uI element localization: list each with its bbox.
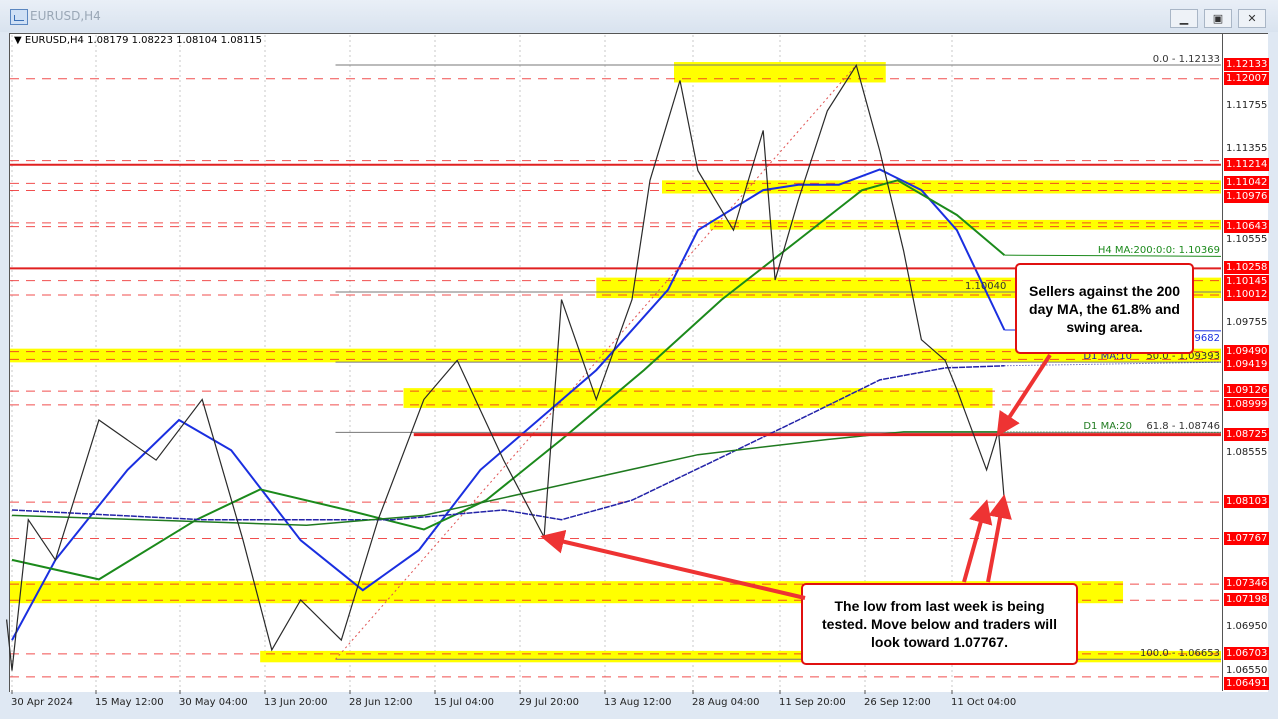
fibonacci-level-label: 0.0 - 1.12133: [1152, 54, 1220, 66]
price-axis-label: 1.09755: [1226, 316, 1268, 328]
level-price-tag: 1.11042: [1224, 176, 1270, 190]
time-axis-label: 11 Oct 04:00: [951, 697, 1017, 708]
ohlc-values: 1.08179 1.08223 1.08104 1.08115: [87, 35, 263, 46]
price-axis-label: 1.08555: [1226, 447, 1268, 459]
time-axis-label: 15 May 12:00: [95, 697, 164, 708]
price-axis-line: [1222, 33, 1223, 691]
level-price-tag: 1.06703: [1224, 646, 1270, 660]
time-axis-label: 29 Jul 20:00: [519, 697, 579, 708]
restore-button[interactable]: ▣: [1204, 9, 1232, 28]
price-axis-label: 1.11755: [1226, 100, 1268, 111]
support-resistance-zone: [403, 388, 993, 408]
level-price-tag: 1.10643: [1224, 219, 1270, 233]
moving-average-extension: [1004, 361, 1222, 367]
level-price-tag: 1.10976: [1224, 189, 1270, 203]
moving-average-line: [11, 179, 1006, 581]
symbol-label: EURUSD,H4: [24, 35, 84, 46]
moving-average-label: 1.09682: [1178, 332, 1220, 344]
moving-average-line: [11, 168, 1006, 641]
time-axis-label: 30 May 04:00: [179, 697, 248, 708]
level-price-tag: 1.10012: [1224, 288, 1270, 302]
time-axis-label: 13 Aug 12:00: [604, 697, 672, 708]
chart-window-icon: [10, 9, 28, 25]
window-titlebar: EURUSD,H4 ▁ ▣ ✕: [0, 0, 1278, 32]
support-resistance-zone: [10, 348, 1221, 363]
support-resistance-zone: [709, 219, 1221, 230]
chart-header: ▼ EURUSD,H4 1.08179 1.08223 1.08104 1.08…: [14, 35, 262, 46]
price-axis-label: 1.11355: [1226, 143, 1268, 155]
price-line: [6, 63, 1005, 671]
level-price-tag: 1.11214: [1224, 157, 1270, 171]
header-arrow-icon[interactable]: ▼: [14, 35, 25, 46]
time-axis-label: 28 Aug 04:00: [692, 697, 760, 708]
level-price-tag: 1.09126: [1224, 384, 1270, 398]
annotation-arrow: [986, 494, 1012, 583]
annotation-callout-low: The low from last week is being tested. …: [801, 583, 1078, 665]
moving-average-line: [11, 431, 1005, 526]
moving-average-extension: [1004, 254, 1222, 257]
support-resistance-zone: [674, 62, 886, 83]
time-axis-label: 28 Jun 12:00: [349, 697, 413, 708]
moving-average-label: D1 MA:20: [1083, 421, 1132, 433]
fibonacci-level-label: 1.10040: [965, 281, 1007, 292]
fibonacci-level-label: 50.0 - 1.09393: [1146, 351, 1220, 363]
annotation-arrow: [540, 529, 806, 600]
time-axis-label: 11 Sep 20:00: [779, 697, 846, 708]
moving-average-line: [11, 365, 1005, 521]
moving-average-label: H4 MA:200:0:0: 1.10369: [1097, 245, 1220, 257]
annotation-arrow: [962, 499, 993, 583]
level-price-tag: 1.10145: [1224, 274, 1270, 288]
time-axis-label: 13 Jun 20:00: [264, 697, 328, 708]
level-price-tag: 1.12133: [1224, 58, 1270, 71]
level-price-tag: 1.12007: [1224, 71, 1270, 85]
level-price-tag: 1.10258: [1224, 261, 1270, 275]
close-button[interactable]: ✕: [1238, 9, 1266, 28]
level-price-tag: 1.07346: [1224, 577, 1270, 591]
level-price-tag: 1.09490: [1224, 344, 1270, 358]
support-resistance-zone: [260, 650, 1222, 663]
time-axis-label: 15 Jul 04:00: [434, 697, 494, 708]
level-price-tag: 1.07198: [1224, 593, 1270, 607]
level-price-tag: 1.06491: [1224, 677, 1270, 690]
level-price-tag: 1.08725: [1224, 427, 1270, 441]
window-edge: [1268, 33, 1278, 693]
fibonacci-trend-line: [335, 64, 857, 660]
level-price-tag: 1.07767: [1224, 531, 1270, 545]
time-axis-label: 26 Sep 12:00: [864, 697, 931, 708]
annotation-callout-sellers: Sellers against the 200 day MA, the 61.8…: [1015, 263, 1194, 354]
level-price-tag: 1.08999: [1224, 397, 1270, 411]
price-axis-label: 1.06550: [1226, 664, 1268, 676]
moving-average-label: D1 MA:10: [1083, 351, 1132, 363]
level-price-tag: 1.08103: [1224, 495, 1270, 509]
price-axis-label: 1.06950: [1226, 621, 1268, 633]
time-axis-label: 30 Apr 2024: [11, 697, 73, 708]
minimize-button[interactable]: ▁: [1170, 9, 1198, 28]
window-title: EURUSD,H4: [30, 9, 101, 23]
price-axis-label: 1.10555: [1226, 234, 1268, 246]
annotation-arrow: [996, 353, 1052, 437]
time-axis-bar: [0, 692, 1278, 719]
level-price-tag: 1.09419: [1224, 358, 1270, 372]
fibonacci-level-label: 100.0 - 1.06653: [1140, 648, 1220, 660]
fibonacci-level-label: 61.8 - 1.08746: [1146, 421, 1220, 433]
